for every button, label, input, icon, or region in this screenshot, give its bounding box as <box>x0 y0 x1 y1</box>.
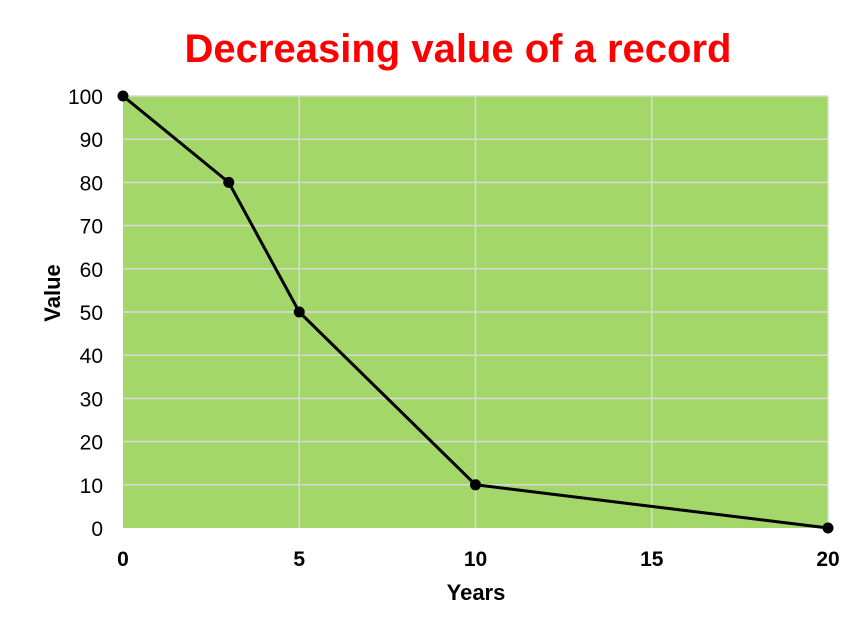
x-axis-label: Years <box>447 580 506 605</box>
y-tick-label: 0 <box>91 518 103 541</box>
data-point <box>117 90 129 102</box>
x-tick-label: 10 <box>464 548 487 571</box>
y-tick-label: 80 <box>80 172 103 195</box>
series-group <box>117 90 834 534</box>
y-tick-label: 30 <box>80 388 103 411</box>
x-axis-ticks: 0 5 10 15 20 <box>117 548 840 571</box>
data-point <box>223 176 235 188</box>
y-tick-label: 20 <box>80 432 103 455</box>
y-tick-label: 10 <box>80 475 103 498</box>
chart-title: Decreasing value of a record <box>185 27 732 71</box>
y-axis-label: Value <box>40 264 65 321</box>
x-tick-label: 15 <box>640 548 664 571</box>
y-tick-label: 60 <box>80 259 103 282</box>
y-tick-label: 90 <box>80 129 103 152</box>
data-point <box>470 479 481 491</box>
y-tick-label: 70 <box>80 216 103 239</box>
y-tick-label: 50 <box>80 302 103 325</box>
data-point <box>293 306 305 318</box>
y-axis-ticks: 0 10 20 30 40 50 60 70 80 90 100 <box>68 86 103 541</box>
y-tick-label: 100 <box>68 86 103 109</box>
x-tick-label: 20 <box>816 548 839 571</box>
x-tick-label: 5 <box>293 548 305 571</box>
y-tick-label: 40 <box>80 345 103 368</box>
x-tick-label: 0 <box>117 548 129 571</box>
data-point <box>822 522 834 534</box>
